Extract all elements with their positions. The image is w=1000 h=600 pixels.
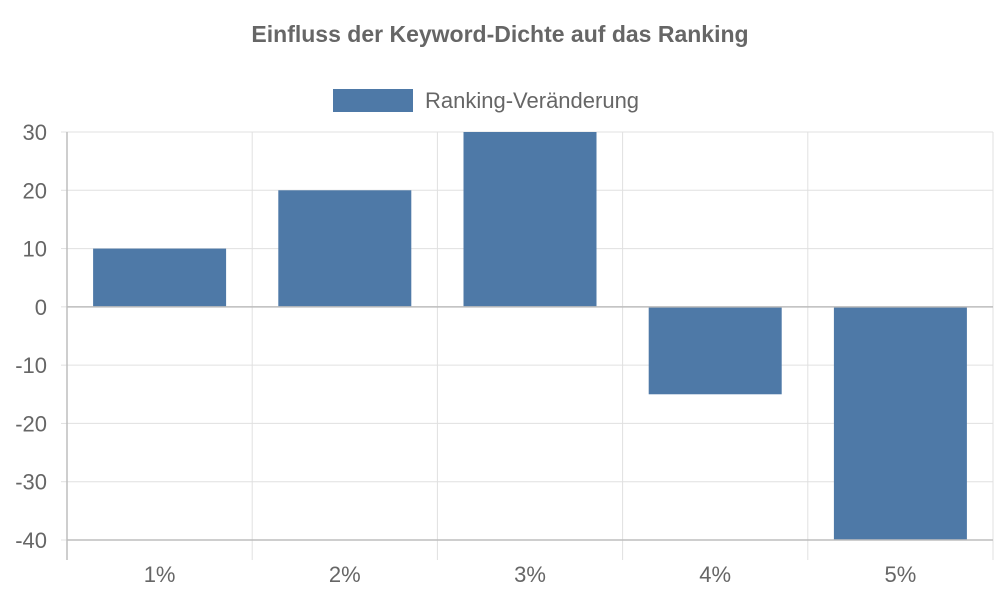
y-tick-label: -30 bbox=[15, 470, 47, 495]
y-tick-label: 30 bbox=[23, 120, 47, 145]
bar[interactable] bbox=[648, 306, 782, 395]
x-tick-label: 3% bbox=[514, 562, 546, 587]
bars bbox=[93, 132, 967, 540]
bar[interactable] bbox=[833, 306, 967, 540]
y-tick-label: 0 bbox=[35, 295, 47, 320]
x-tick-label: 5% bbox=[885, 562, 917, 587]
bar[interactable] bbox=[463, 132, 597, 307]
y-tick-label: -10 bbox=[15, 353, 47, 378]
y-axis-ticks: 30 20 10 0 -10 -20 -30 -40 bbox=[15, 120, 47, 553]
legend-swatch bbox=[333, 89, 413, 112]
x-tick-label: 1% bbox=[144, 562, 176, 587]
y-tick-label: -20 bbox=[15, 411, 47, 436]
axes bbox=[66, 132, 993, 560]
y-tick-label: 10 bbox=[23, 237, 47, 262]
bar[interactable] bbox=[278, 190, 412, 307]
y-tick-label: -40 bbox=[15, 528, 47, 553]
x-axis-ticks: 1% 2% 3% 4% 5% bbox=[144, 562, 917, 587]
legend[interactable]: Ranking-Veränderung bbox=[333, 88, 639, 113]
x-tick-label: 2% bbox=[329, 562, 361, 587]
chart-title: Einfluss der Keyword-Dichte auf das Rank… bbox=[251, 21, 748, 47]
legend-label: Ranking-Veränderung bbox=[425, 88, 639, 113]
y-tick-label: 20 bbox=[23, 178, 47, 203]
bar[interactable] bbox=[93, 248, 227, 307]
x-tick-label: 4% bbox=[699, 562, 731, 587]
